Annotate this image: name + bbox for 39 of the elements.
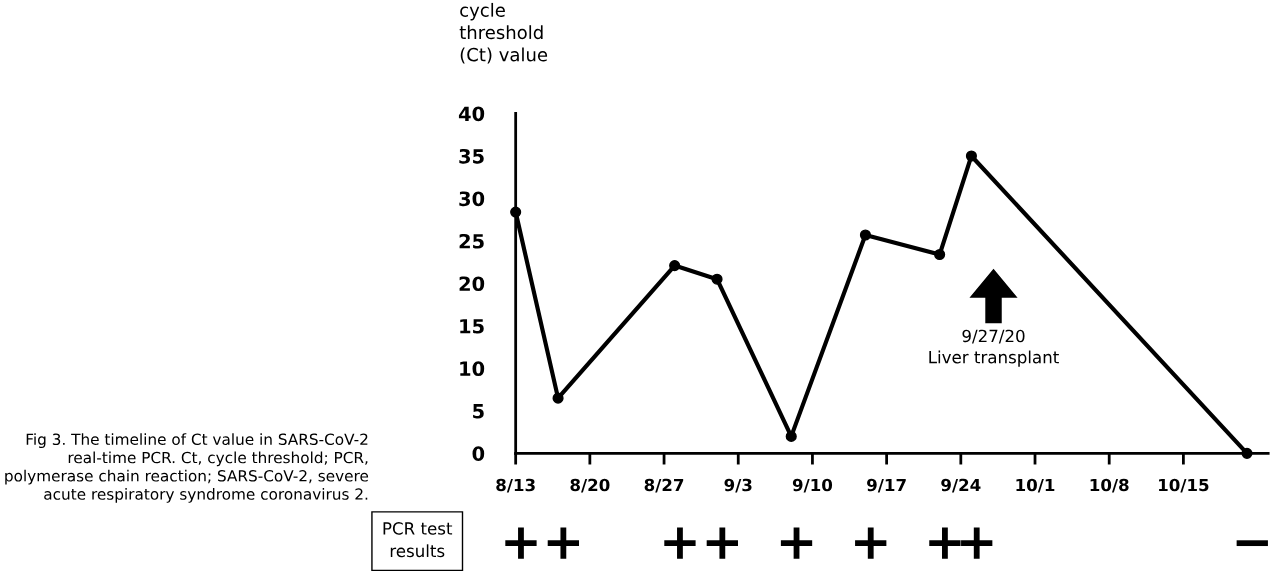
text: + [855,527,887,559]
text: + [780,527,813,559]
text: PCR test results [383,522,453,558]
text: + [961,527,993,559]
y-tick-label: 20 [459,276,485,292]
y-axis-title: cycle threshold (Ct) value [459,2,548,64]
point [965,150,977,162]
caption: Fig 3. The timeline of Ct value in SARS-CoV-2 real-time PCR. Ct, cycle threshold; PCR, polymerase chain reaction; SARS-CoV-2, severe acute respiratory syndrome coronavirus 2. [5,433,369,503]
x-tick-label: 8/13 [496,478,535,493]
x-tick-label: 10/8 [1090,478,1129,493]
point [785,430,797,442]
y-tick-label: 0 [472,446,485,462]
y-tick-label: 25 [459,233,484,249]
x-tick-label: 10/1 [1016,478,1055,493]
text: + [929,527,961,559]
x-tick-label: 8/27 [644,478,684,493]
point [859,229,871,241]
y-tick-label: 30 [459,191,485,207]
x-tick-label: 10/15 [1159,478,1209,493]
text: + [505,527,537,559]
text: + [706,527,738,559]
y-tick-label: 15 [460,319,484,334]
x-tick-label: 9/10 [792,478,833,493]
x-tick-label: 8/20 [570,478,610,493]
x-tick-label: 9/3 [724,478,752,493]
point [552,392,564,404]
text: + [547,527,580,559]
y-tick-label: 35 [459,148,484,164]
y-tick-label: 5 [473,404,484,419]
text: + [664,527,696,559]
annotation: 9/27/20 Liver transplant [929,329,1059,367]
point [934,248,946,261]
text: − [1236,540,1268,547]
y-tick-label: 10 [460,361,485,377]
point [669,260,681,272]
x-tick-label: 9/17 [867,478,906,493]
y-tick-label: 40 [458,106,485,122]
x-tick-label: 9/24 [941,478,981,493]
point [711,273,723,285]
